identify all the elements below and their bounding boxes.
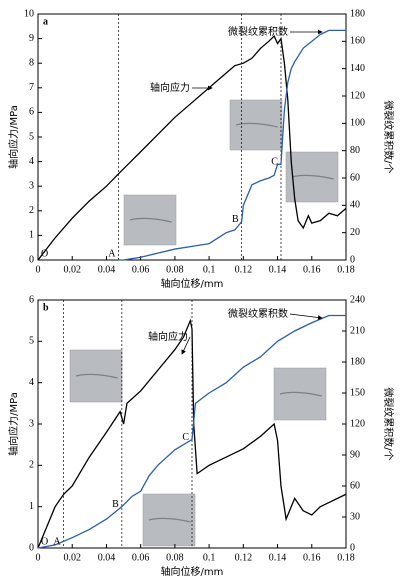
x-tick-label: 0.18 [337, 552, 355, 563]
series-label: 微裂纹累积数 [228, 25, 288, 38]
x-tick-label: 0.12 [235, 552, 253, 563]
series-label: 轴向应力 [148, 330, 188, 343]
y-tick-label: 4 [29, 156, 34, 167]
point-label: C [182, 432, 189, 443]
series-label: 微裂纹累积数 [228, 307, 288, 320]
y2-tick-label: 120 [350, 90, 365, 101]
y-axis-label: 轴向应力/MPa [7, 105, 20, 169]
y2-tick-label: 140 [350, 63, 365, 74]
y-tick-label: 2 [29, 460, 34, 471]
y2-tick-label: 100 [350, 118, 365, 129]
y2-tick-label: 20 [350, 227, 360, 238]
point-label: O [41, 248, 48, 259]
x-tick-label: 0.12 [235, 264, 253, 275]
y-tick-label: 0 [29, 542, 34, 553]
x-tick-label: 0.06 [132, 552, 150, 563]
crack-trace [235, 122, 278, 128]
x-tick-label: 0.18 [337, 264, 355, 275]
panel-label: a [43, 16, 48, 27]
point-label: B [232, 214, 239, 225]
y2-tick-label: 0 [350, 542, 355, 553]
panel-label: b [43, 302, 49, 313]
y2-tick-label: 0 [350, 254, 355, 265]
crack-trace [129, 217, 172, 223]
x-tick-label: 0.04 [98, 552, 116, 563]
crack-trace [148, 517, 191, 523]
y-tick-label: 5 [29, 336, 34, 347]
x-tick-label: 0.16 [303, 264, 321, 275]
series-line [118, 29, 346, 261]
x-tick-label: 0.08 [166, 264, 184, 275]
x-tick-label: 0.1 [203, 552, 216, 563]
point-label: A [53, 536, 61, 547]
y2-tick-label: 90 [350, 449, 360, 460]
series-arrow [289, 313, 323, 320]
y-tick-label: 7 [29, 82, 34, 93]
point-label: O [41, 536, 48, 547]
y2-tick-label: 150 [350, 387, 365, 398]
point-label: B [112, 499, 119, 510]
y-tick-label: 6 [29, 294, 34, 305]
y2-tick-label: 30 [350, 511, 360, 522]
y2-tick-label: 80 [350, 145, 360, 156]
series-line [37, 35, 347, 261]
series-line [37, 314, 346, 549]
x-tick-label: 0.06 [132, 264, 150, 275]
y-tick-label: 1 [29, 230, 34, 241]
crack-trace [75, 373, 118, 379]
y-tick-label: 2 [29, 205, 34, 216]
point-label: C [271, 157, 278, 168]
x-tick-label: 0.04 [98, 264, 116, 275]
x-tick-label: 0.14 [269, 264, 287, 275]
y2-tick-label: 210 [350, 325, 365, 336]
y2-axis-label: 微裂纹累积数/个 [382, 100, 395, 173]
series-arrow [181, 336, 191, 355]
x-tick-label: 0.02 [63, 264, 81, 275]
y2-tick-label: 240 [350, 294, 365, 305]
y2-tick-label: 160 [350, 36, 365, 47]
y2-tick-label: 60 [350, 172, 360, 183]
y-tick-label: 3 [29, 418, 34, 429]
y-tick-label: 8 [29, 57, 34, 68]
y-tick-label: 3 [29, 180, 34, 191]
point-label: A [108, 248, 116, 259]
y-tick-label: 9 [29, 33, 34, 44]
y-tick-label: 5 [29, 131, 34, 142]
y-tick-label: 0 [29, 254, 34, 265]
y-tick-label: 1 [29, 501, 34, 512]
x-tick-label: 0.02 [63, 552, 81, 563]
y2-tick-label: 180 [350, 8, 365, 19]
x-axis-label: 轴向位移/mm [161, 565, 224, 578]
y-tick-label: 4 [29, 377, 34, 388]
y2-tick-label: 40 [350, 200, 360, 211]
y-axis-label: 轴向应力/MPa [7, 392, 20, 456]
x-tick-label: 0.08 [166, 552, 184, 563]
x-tick-label: 0.16 [303, 552, 321, 563]
y-tick-label: 10 [24, 8, 34, 19]
y-tick-label: 6 [29, 107, 34, 118]
x-tick-label: 0.1 [203, 264, 216, 275]
y2-axis-label: 微裂纹累积数/个 [382, 387, 395, 460]
crack-trace [291, 174, 334, 180]
y2-tick-label: 120 [350, 418, 365, 429]
y2-tick-label: 180 [350, 356, 365, 367]
x-tick-label: 0 [36, 264, 41, 275]
series-line [37, 318, 347, 549]
x-tick-label: 0 [36, 552, 41, 563]
x-axis-label: 轴向位移/mm [161, 277, 224, 290]
x-tick-label: 0.14 [269, 552, 287, 563]
crack-trace [279, 391, 322, 397]
series-label: 轴向应力 [150, 81, 190, 94]
y2-tick-label: 60 [350, 480, 360, 491]
